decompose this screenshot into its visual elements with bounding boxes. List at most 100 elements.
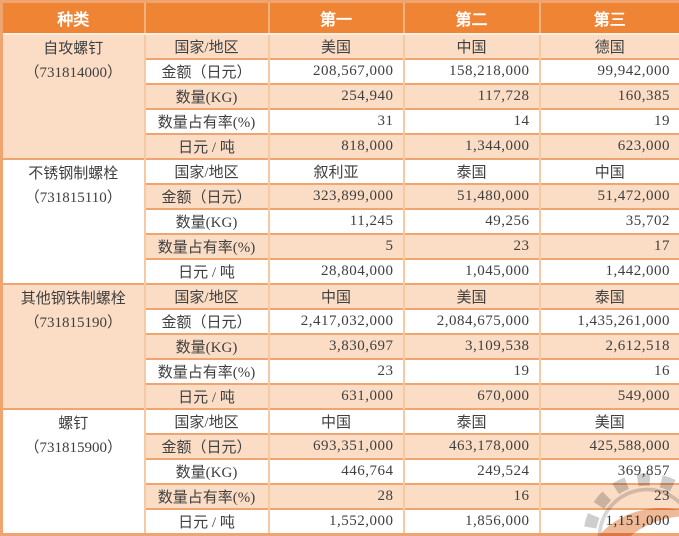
category-name: 其他钢铁制螺栓	[20, 291, 126, 308]
table-row: 数量(KG) 254,940 117,728 160,385	[2, 83, 679, 110]
row-label-amount: 金额（日元）	[143, 183, 269, 210]
quantity-cell: 249,524	[402, 458, 540, 485]
row-label-country: 国家/地区	[143, 158, 269, 185]
country-cell: 泰国	[538, 283, 679, 310]
per-ton-cell: 1,856,000	[402, 508, 540, 535]
share-cell: 23	[538, 483, 679, 510]
quantity-cell: 11,245	[267, 208, 404, 235]
category-cell: 其他钢铁制螺栓 （731815190）	[0, 283, 145, 410]
per-ton-cell: 623,000	[538, 133, 679, 160]
header-rank-2: 第二	[402, 1, 540, 35]
row-label-quantity: 数量(KG)	[143, 333, 269, 360]
country-cell: 泰国	[402, 408, 540, 435]
share-cell: 16	[538, 358, 679, 385]
row-label-quantity: 数量(KG)	[143, 208, 269, 235]
table-row: 不锈钢制螺栓 （731815110） 国家/地区 叙利亚 泰国 中国	[0, 158, 679, 285]
per-ton-cell: 818,000	[267, 133, 404, 160]
row-label-per-ton: 日元 / 吨	[143, 258, 269, 285]
country-cell: 德国	[538, 32, 679, 60]
header-empty	[143, 1, 269, 35]
table-row: 日元 / 吨 631,000 670,000 549,000	[2, 383, 679, 410]
table-row: 金额（日元） 693,351,000 463,178,000 425,588,0…	[2, 433, 679, 460]
header-category: 种类	[0, 1, 145, 35]
row-label-quantity: 数量(KG)	[143, 458, 269, 485]
row-label-per-ton: 日元 / 吨	[143, 383, 269, 410]
quantity-cell: 35,702	[538, 208, 679, 235]
category-code: （731815900）	[24, 440, 122, 457]
amount-cell: 425,588,000	[538, 433, 679, 460]
country-cell: 中国	[267, 283, 404, 310]
per-ton-cell: 1,045,000	[402, 258, 540, 285]
share-cell: 23	[402, 233, 540, 260]
quantity-cell: 254,940	[267, 83, 404, 110]
share-cell: 23	[267, 358, 404, 385]
share-cell: 19	[538, 108, 679, 135]
share-cell: 5	[267, 233, 404, 260]
row-label-per-ton: 日元 / 吨	[143, 508, 269, 535]
amount-cell: 99,942,000	[538, 58, 679, 85]
category-code: （731815190）	[24, 315, 122, 332]
country-cell: 中国	[267, 408, 404, 435]
row-label-amount: 金额（日元）	[143, 58, 269, 85]
table-row: 自攻螺钉 （731814000） 国家/地区 美国 中国 德国	[0, 32, 679, 160]
country-cell: 泰国	[402, 158, 540, 185]
table-row: 其他钢铁制螺栓 （731815190） 国家/地区 中国 美国 泰国	[0, 283, 679, 410]
amount-cell: 51,480,000	[402, 183, 540, 210]
amount-cell: 463,178,000	[402, 433, 540, 460]
country-cell: 中国	[402, 32, 540, 60]
row-label-share: 数量占有率(%)	[143, 108, 269, 135]
share-cell: 19	[402, 358, 540, 385]
table-row: 日元 / 吨 28,804,000 1,045,000 1,442,000	[2, 258, 679, 285]
amount-cell: 323,899,000	[267, 183, 404, 210]
row-label-share: 数量占有率(%)	[143, 483, 269, 510]
amount-cell: 158,218,000	[402, 58, 540, 85]
quantity-cell: 446,764	[267, 458, 404, 485]
amount-cell: 208,567,000	[267, 58, 404, 85]
country-cell: 美国	[538, 408, 679, 435]
row-label-country: 国家/地区	[143, 283, 269, 310]
row-label-amount: 金额（日元）	[143, 308, 269, 335]
per-ton-cell: 1,151,000	[538, 508, 679, 535]
share-cell: 14	[402, 108, 540, 135]
country-cell: 叙利亚	[267, 158, 404, 185]
row-label-share: 数量占有率(%)	[143, 233, 269, 260]
table-row: 金额（日元） 208,567,000 158,218,000 99,942,00…	[2, 58, 679, 85]
category-code: （731814000）	[24, 65, 122, 81]
header-rank-1: 第一	[267, 1, 404, 35]
row-label-amount: 金额（日元）	[143, 433, 269, 460]
quantity-cell: 369,857	[538, 458, 679, 485]
table-row: 数量(KG) 11,245 49,256 35,702	[2, 208, 679, 235]
amount-cell: 1,435,261,000	[538, 308, 679, 335]
category-name: 不锈钢制螺栓	[28, 166, 119, 183]
country-cell: 美国	[402, 283, 540, 310]
amount-cell: 51,472,000	[538, 183, 679, 210]
per-ton-cell: 631,000	[267, 383, 404, 410]
table-row: 数量占有率(%) 31 14 19	[2, 108, 679, 135]
quantity-cell: 117,728	[402, 83, 540, 110]
table-row: 金额（日元） 2,417,032,000 2,084,675,000 1,435…	[2, 308, 679, 335]
per-ton-cell: 1,442,000	[538, 258, 679, 285]
quantity-cell: 160,385	[538, 83, 679, 110]
quantity-cell: 3,830,697	[267, 333, 404, 360]
share-cell: 17	[538, 233, 679, 260]
table-row: 螺钉 （731815900） 国家/地区 中国 泰国 美国	[0, 408, 679, 535]
country-cell: 美国	[267, 32, 404, 60]
category-cell: 不锈钢制螺栓 （731815110）	[0, 158, 145, 285]
country-cell: 中国	[538, 158, 679, 185]
category-cell: 自攻螺钉 （731814000）	[0, 32, 145, 160]
table-row: 数量(KG) 3,830,697 3,109,538 2,612,518	[2, 333, 679, 360]
header-rank-3: 第三	[538, 1, 679, 35]
per-ton-cell: 1,552,000	[267, 508, 404, 535]
row-label-per-ton: 日元 / 吨	[143, 133, 269, 160]
table-row: 数量占有率(%) 23 19 16	[2, 358, 679, 385]
header-row: 种类 第一 第二 第三	[0, 1, 679, 35]
share-cell: 31	[267, 108, 404, 135]
table-row: 金额（日元） 323,899,000 51,480,000 51,472,000	[2, 183, 679, 210]
per-ton-cell: 1,344,000	[402, 133, 540, 160]
per-ton-cell: 28,804,000	[267, 258, 404, 285]
quantity-cell: 3,109,538	[402, 333, 540, 360]
per-ton-cell: 549,000	[538, 383, 679, 410]
row-label-country: 国家/地区	[143, 408, 269, 435]
